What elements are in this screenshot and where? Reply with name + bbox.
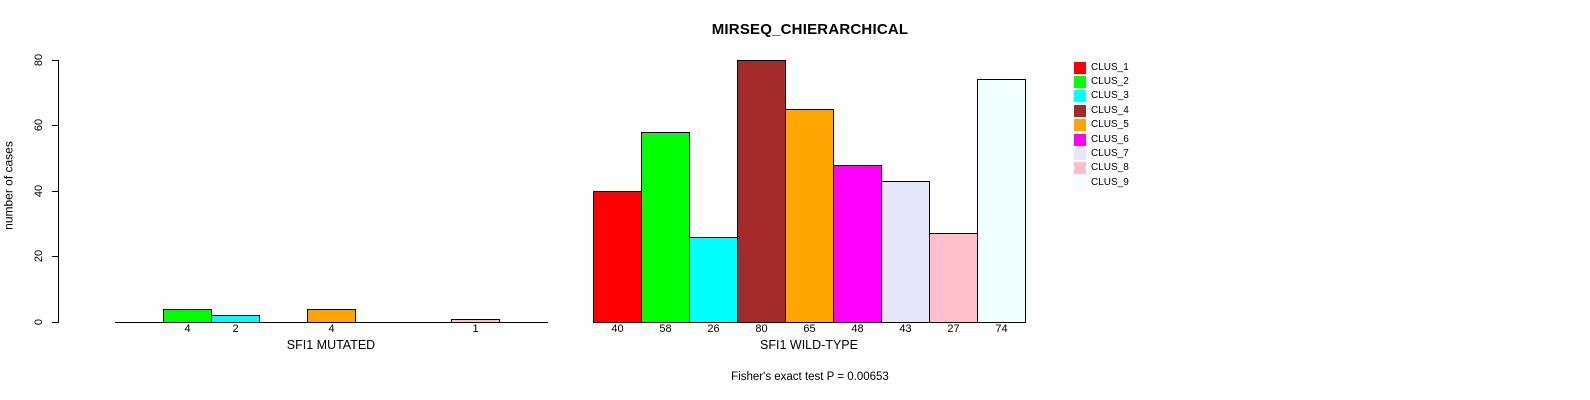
bar-clus-1-sfi1-wild-type (593, 191, 642, 323)
legend-label-clus-3: CLUS_3 (1091, 90, 1129, 102)
bar-clus-2-sfi1-mutated (163, 309, 212, 323)
bar-value-label: 58 (659, 323, 672, 335)
bar-value-label: 1 (472, 323, 479, 335)
bar-clus-5-sfi1-mutated (307, 309, 356, 323)
annotation-fisher-test: Fisher's exact test P = 0.00653 (731, 371, 889, 383)
legend-swatch-clus-8 (1074, 162, 1086, 175)
bar-value-label: 26 (707, 323, 720, 335)
x-axis-group-label-sfi1-wild-type: SFI1 WILD-TYPE (760, 338, 858, 352)
bar-value-label: 4 (184, 323, 191, 335)
bar-value-label: 4 (328, 323, 335, 335)
legend-swatch-clus-3 (1074, 90, 1086, 103)
bar-clus-6-sfi1-wild-type (833, 165, 882, 323)
bar-value-label: 80 (755, 323, 768, 335)
bar-value-label: 74 (995, 323, 1008, 335)
bar-value-label: 27 (947, 323, 960, 335)
bar-value-label: 65 (803, 323, 816, 335)
y-tick-mark (52, 125, 59, 127)
legend-swatch-clus-2 (1074, 75, 1086, 88)
legend-label-clus-9: CLUS_9 (1091, 176, 1129, 188)
legend-label-clus-2: CLUS_2 (1091, 75, 1129, 87)
legend-swatch-clus-7 (1074, 147, 1086, 160)
legend-swatch-clus-9 (1074, 176, 1086, 189)
legend-swatch-clus-4 (1074, 104, 1086, 117)
bar-clus-8-sfi1-wild-type (929, 233, 978, 323)
chart-title: MIRSEQ_CHIERARCHICAL (711, 21, 909, 38)
bar-clus-2-sfi1-wild-type (641, 132, 690, 323)
y-tick-mark (52, 256, 59, 258)
y-tick-mark (52, 59, 59, 61)
bar-clus-3-sfi1-wild-type (689, 237, 738, 323)
legend-label-clus-5: CLUS_5 (1091, 119, 1129, 131)
legend-label-clus-8: CLUS_8 (1091, 162, 1129, 174)
x-axis-group-label-sfi1-mutated: SFI1 MUTATED (286, 338, 376, 352)
bar-clus-4-sfi1-wild-type (737, 60, 786, 323)
y-tick-label: 40 (33, 184, 45, 197)
bar-value-label: 43 (899, 323, 912, 335)
y-tick-label: 60 (33, 119, 45, 132)
y-tick-label: 0 (33, 318, 45, 326)
legend-swatch-clus-5 (1074, 119, 1086, 132)
legend-label-clus-1: CLUS_1 (1091, 61, 1129, 73)
bar-value-label: 2 (232, 323, 239, 335)
y-tick-mark (52, 322, 59, 323)
bar-clus-9-sfi1-wild-type (977, 79, 1026, 323)
y-axis-label: number of cases (1, 141, 16, 230)
y-tick-label: 20 (33, 250, 45, 263)
y-tick-mark (52, 190, 59, 192)
legend-label-clus-4: CLUS_4 (1091, 104, 1129, 116)
bar-clus-8-sfi1-mutated (451, 319, 500, 323)
bar-value-label: 40 (611, 323, 624, 335)
y-tick-label: 80 (33, 53, 45, 66)
bar-clus-7-sfi1-wild-type (881, 181, 930, 323)
legend-label-clus-6: CLUS_6 (1091, 133, 1129, 145)
legend-swatch-clus-6 (1074, 133, 1086, 146)
legend-swatch-clus-1 (1074, 61, 1086, 74)
legend-label-clus-7: CLUS_7 (1091, 147, 1129, 159)
bar-clus-5-sfi1-wild-type (785, 109, 834, 323)
bar-value-label: 48 (851, 323, 864, 335)
bar-clus-3-sfi1-mutated (211, 315, 260, 323)
